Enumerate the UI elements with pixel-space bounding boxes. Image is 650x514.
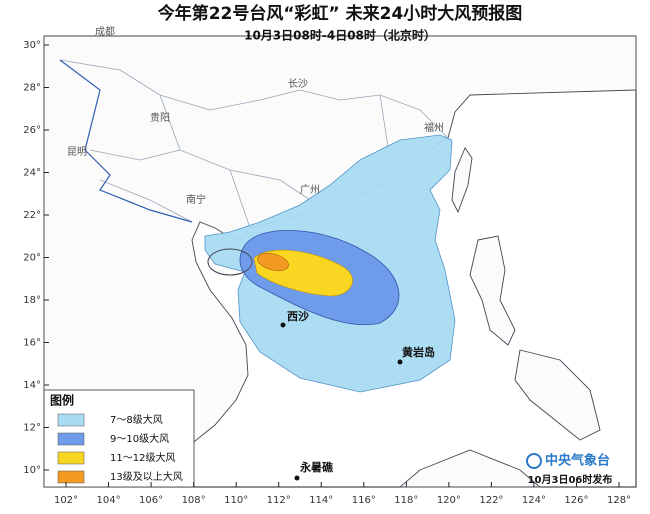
- legend-title: 图例: [50, 393, 74, 408]
- lat-tick-label: 28°: [23, 83, 41, 94]
- lon-tick-label: 118°: [394, 495, 418, 506]
- lon-tick-label: 128°: [607, 495, 631, 506]
- legend-label: 13级及以上大风: [110, 470, 183, 483]
- place-label: 福州: [424, 121, 444, 134]
- province-borders: [59, 59, 449, 229]
- legend-label: 11～12级大风: [110, 451, 175, 464]
- logo: [526, 453, 542, 469]
- lon-tick-label: 124°: [522, 495, 546, 506]
- place-label: 永暑礁: [299, 460, 334, 474]
- place-label: 成都: [95, 26, 115, 38]
- legend-swatch: [57, 413, 85, 427]
- lat-tick-label: 20°: [23, 253, 41, 264]
- subtitle: 10月3日08时-4日08时（北京时）: [244, 28, 436, 43]
- legend-items: 7～8级大风 9～10级大风 11～12级大风 13级及以上大风: [57, 413, 183, 484]
- wind-zone-13: [257, 252, 289, 272]
- lat-tick-label: 16°: [23, 338, 41, 349]
- place-dot: [280, 322, 286, 328]
- place-label: 西沙: [287, 310, 309, 323]
- place-label: 广州: [300, 184, 320, 196]
- lon-tick-label: 110°: [224, 495, 248, 506]
- place-label: 贵阳: [150, 111, 170, 124]
- title: 今年第22号台风“彩虹” 未来24小时大风预报图: [158, 3, 523, 24]
- lon-tick-label: 122°: [479, 495, 503, 506]
- place-dot: [294, 475, 300, 481]
- axis-ticks: 30° 28° 26° 24° 22° 20° 18° 16° 14° 12° 10° 102° 104…: [23, 40, 631, 506]
- place-dot: [397, 359, 403, 365]
- legend-label: 9～10级大风: [110, 432, 169, 445]
- lon-tick-label: 114°: [309, 495, 333, 506]
- lon-tick-label: 106°: [139, 495, 163, 506]
- lat-tick-label: 26°: [23, 125, 41, 136]
- lat-tick-label: 12°: [23, 423, 41, 434]
- lat-tick-label: 22°: [23, 210, 41, 221]
- national-border: [59, 59, 193, 223]
- lon-tick-label: 108°: [182, 495, 206, 506]
- lon-tick-label: 112°: [267, 495, 291, 506]
- place-label: 长沙: [288, 78, 308, 90]
- lat-tick-label: 24°: [23, 168, 41, 179]
- legend-swatch: [57, 451, 85, 465]
- lat-tick-label: 30°: [23, 40, 41, 51]
- place-label: 南宁: [186, 193, 206, 206]
- place-label: 黄岩岛: [402, 345, 435, 359]
- legend-label: 7～8级大风: [110, 413, 163, 426]
- lon-tick-label: 120°: [437, 495, 461, 506]
- lon-tick-label: 104°: [96, 495, 120, 506]
- lon-tick-label: 126°: [564, 495, 588, 506]
- hainan-outline: [207, 248, 253, 276]
- issued: 10月3日06时发布: [528, 473, 613, 486]
- legend-swatch: [57, 432, 85, 446]
- lon-tick-label: 102°: [54, 495, 78, 506]
- lat-tick-label: 10°: [23, 465, 41, 476]
- taiwan: [451, 147, 473, 214]
- lat-tick-label: 18°: [23, 295, 41, 306]
- agency: 中央气象台: [545, 453, 610, 469]
- place-label: 昆明: [67, 146, 87, 158]
- islands: [398, 235, 601, 488]
- lat-tick-label: 14°: [23, 380, 41, 391]
- legend-swatch: [57, 470, 85, 484]
- lon-tick-label: 116°: [352, 495, 376, 506]
